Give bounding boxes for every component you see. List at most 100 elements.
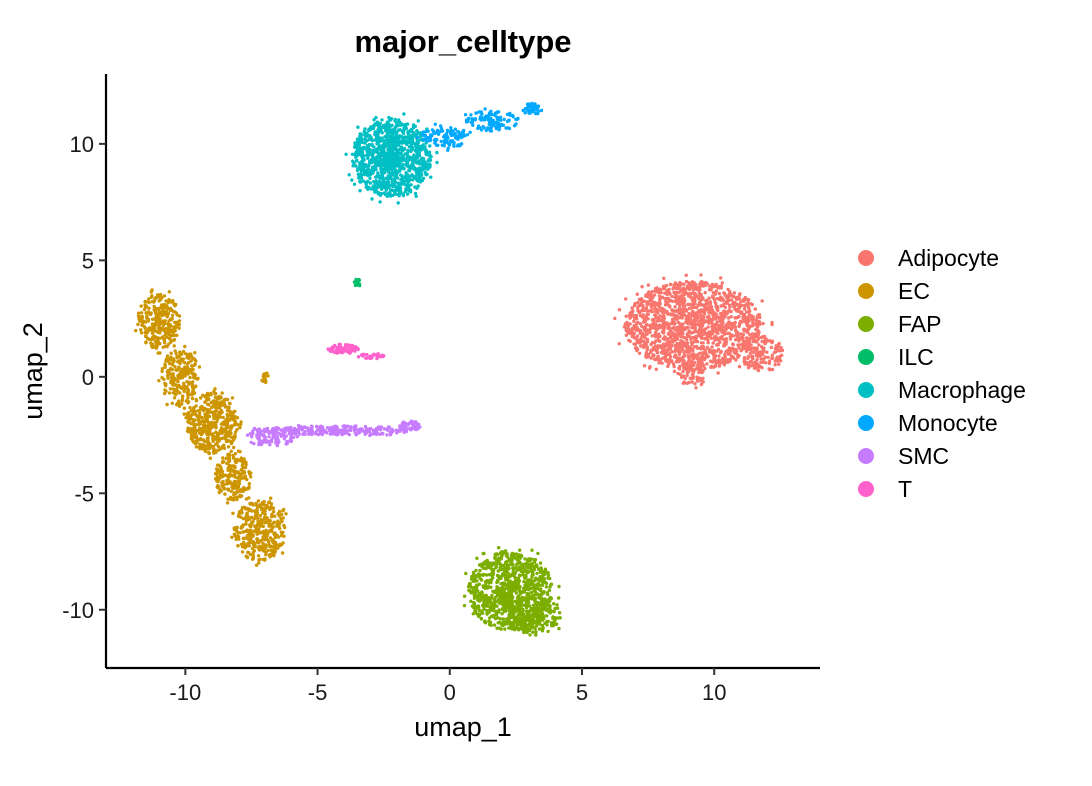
data-point [505, 577, 510, 582]
data-point [701, 346, 706, 351]
data-point [675, 297, 679, 301]
data-point [548, 611, 552, 615]
data-point [225, 482, 229, 486]
data-point [673, 349, 677, 353]
data-point [258, 557, 262, 562]
data-point [256, 554, 261, 558]
data-point [522, 579, 526, 584]
data-point [692, 314, 697, 319]
data-point [222, 446, 227, 450]
data-point [177, 399, 181, 403]
data-point [744, 310, 749, 314]
data-point [224, 439, 229, 444]
data-point [678, 328, 683, 332]
data-point [232, 526, 236, 530]
data-point [169, 300, 173, 304]
data-point [238, 458, 243, 463]
data-point [228, 418, 232, 422]
data-point [506, 587, 510, 591]
data-point [205, 391, 210, 396]
data-point [269, 496, 273, 500]
data-point [649, 356, 653, 360]
data-point [697, 364, 701, 369]
data-point [515, 623, 519, 628]
data-point [690, 314, 694, 318]
data-point [505, 555, 509, 559]
data-point [239, 510, 243, 515]
data-point [160, 313, 164, 318]
data-point [541, 578, 545, 583]
data-point [516, 576, 520, 581]
data-point [735, 349, 739, 353]
data-point [520, 566, 525, 570]
data-point [163, 304, 167, 309]
data-point [149, 311, 153, 315]
data-point [716, 343, 720, 347]
data-point [487, 573, 492, 577]
data-point [724, 350, 728, 354]
data-point [748, 347, 752, 351]
data-point [167, 290, 171, 294]
data-point [262, 503, 266, 507]
data-point [185, 413, 190, 417]
data-point [272, 539, 276, 543]
data-point [662, 308, 666, 312]
data-point [500, 586, 504, 591]
data-point [472, 592, 476, 596]
data-point [202, 423, 206, 427]
data-point [279, 530, 283, 534]
data-point [378, 176, 382, 180]
data-point [229, 424, 234, 428]
data-point [701, 356, 705, 360]
data-point [751, 350, 756, 354]
data-point [673, 338, 678, 342]
data-point [638, 303, 642, 308]
data-point [707, 296, 711, 300]
data-point [739, 300, 743, 304]
data-point [170, 363, 174, 367]
data-point [390, 123, 394, 128]
data-point [687, 334, 691, 338]
data-point [544, 606, 548, 611]
data-point [435, 150, 439, 155]
data-point [780, 353, 784, 357]
data-point [217, 432, 221, 436]
data-point [234, 480, 238, 484]
data-point [516, 556, 520, 560]
data-point [143, 305, 148, 309]
data-point [506, 584, 511, 588]
data-point [149, 341, 153, 345]
data-point [529, 586, 533, 591]
data-point [198, 411, 202, 415]
data-point [509, 560, 513, 565]
data-point [177, 360, 182, 365]
data-point [700, 351, 705, 355]
data-point [681, 313, 686, 317]
data-point [191, 412, 196, 416]
data-point [718, 328, 722, 332]
data-point [692, 345, 697, 349]
data-point [658, 288, 663, 292]
data-point [206, 450, 211, 455]
data-point [484, 583, 488, 588]
data-point [229, 441, 234, 446]
data-point [267, 501, 271, 505]
data-point [172, 396, 177, 400]
data-point [534, 578, 538, 582]
data-point [233, 466, 237, 470]
data-point [535, 571, 539, 576]
data-point [514, 576, 518, 581]
data-point [667, 299, 671, 303]
data-point [476, 574, 480, 579]
data-point [717, 297, 722, 302]
data-point [269, 515, 274, 519]
data-point [710, 332, 715, 336]
data-point [521, 573, 525, 577]
data-point [694, 318, 698, 322]
data-point [250, 520, 254, 524]
data-point [662, 342, 666, 346]
data-point [174, 351, 178, 356]
data-point [247, 485, 251, 489]
data-point [752, 346, 756, 350]
data-point [557, 626, 561, 631]
